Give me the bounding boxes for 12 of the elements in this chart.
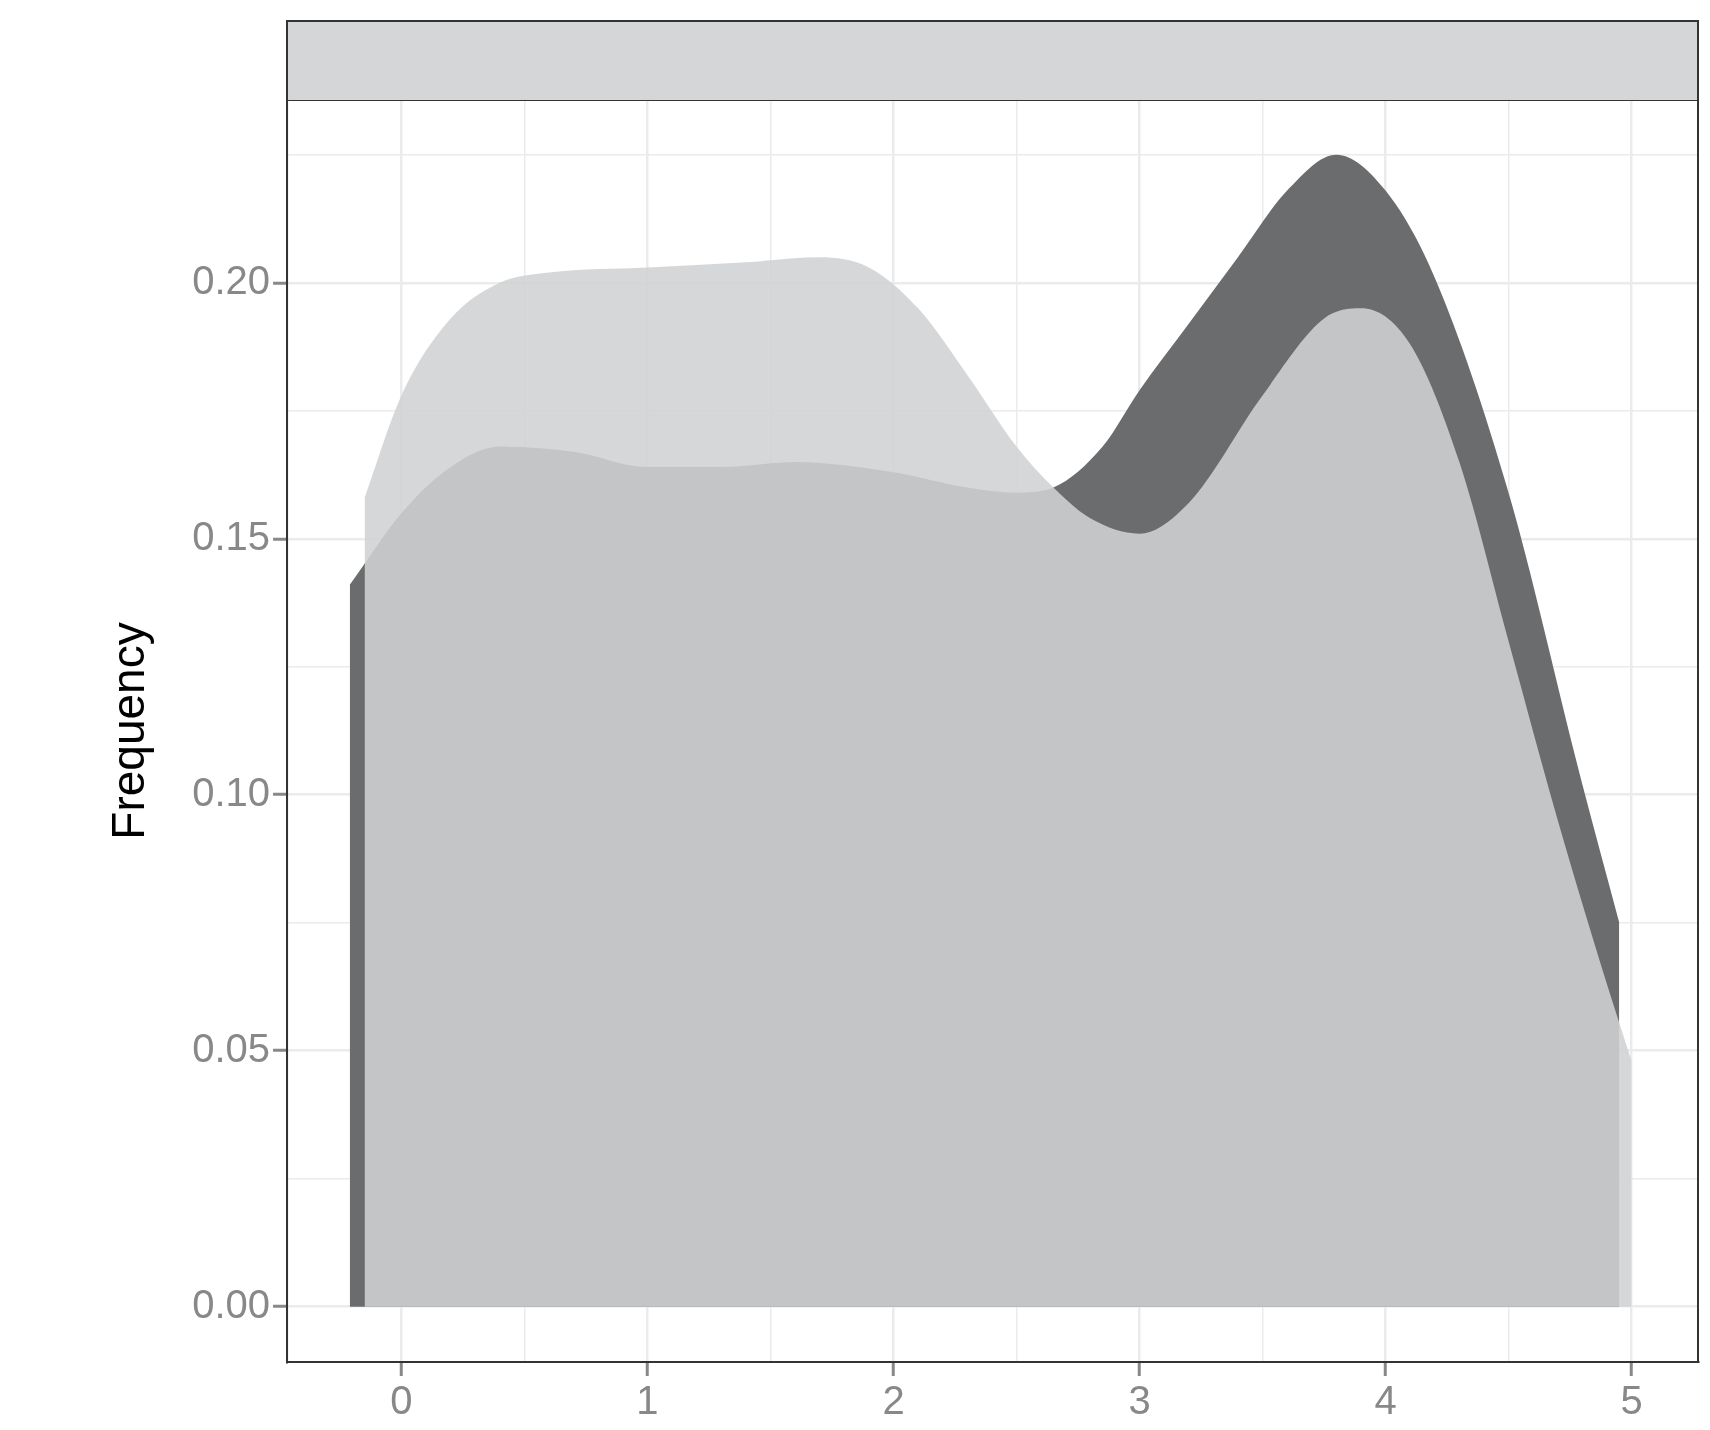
x-tick-label: 0 [390,1378,413,1423]
y-tick-label: 0.00 [192,1281,271,1326]
x-tick-label: 2 [882,1378,905,1423]
y-axis-title: Frequency [102,622,155,840]
x-tick-label: 1 [636,1378,659,1423]
y-tick-label: 0.20 [192,257,271,302]
y-tick-label: 0.15 [192,513,271,558]
x-tick-label: 5 [1620,1378,1643,1423]
y-tick-label: 0.05 [192,1025,271,1070]
x-tick-label: 3 [1128,1378,1151,1423]
y-tick-label: 0.10 [192,769,271,814]
x-tick-label: 4 [1374,1378,1397,1423]
